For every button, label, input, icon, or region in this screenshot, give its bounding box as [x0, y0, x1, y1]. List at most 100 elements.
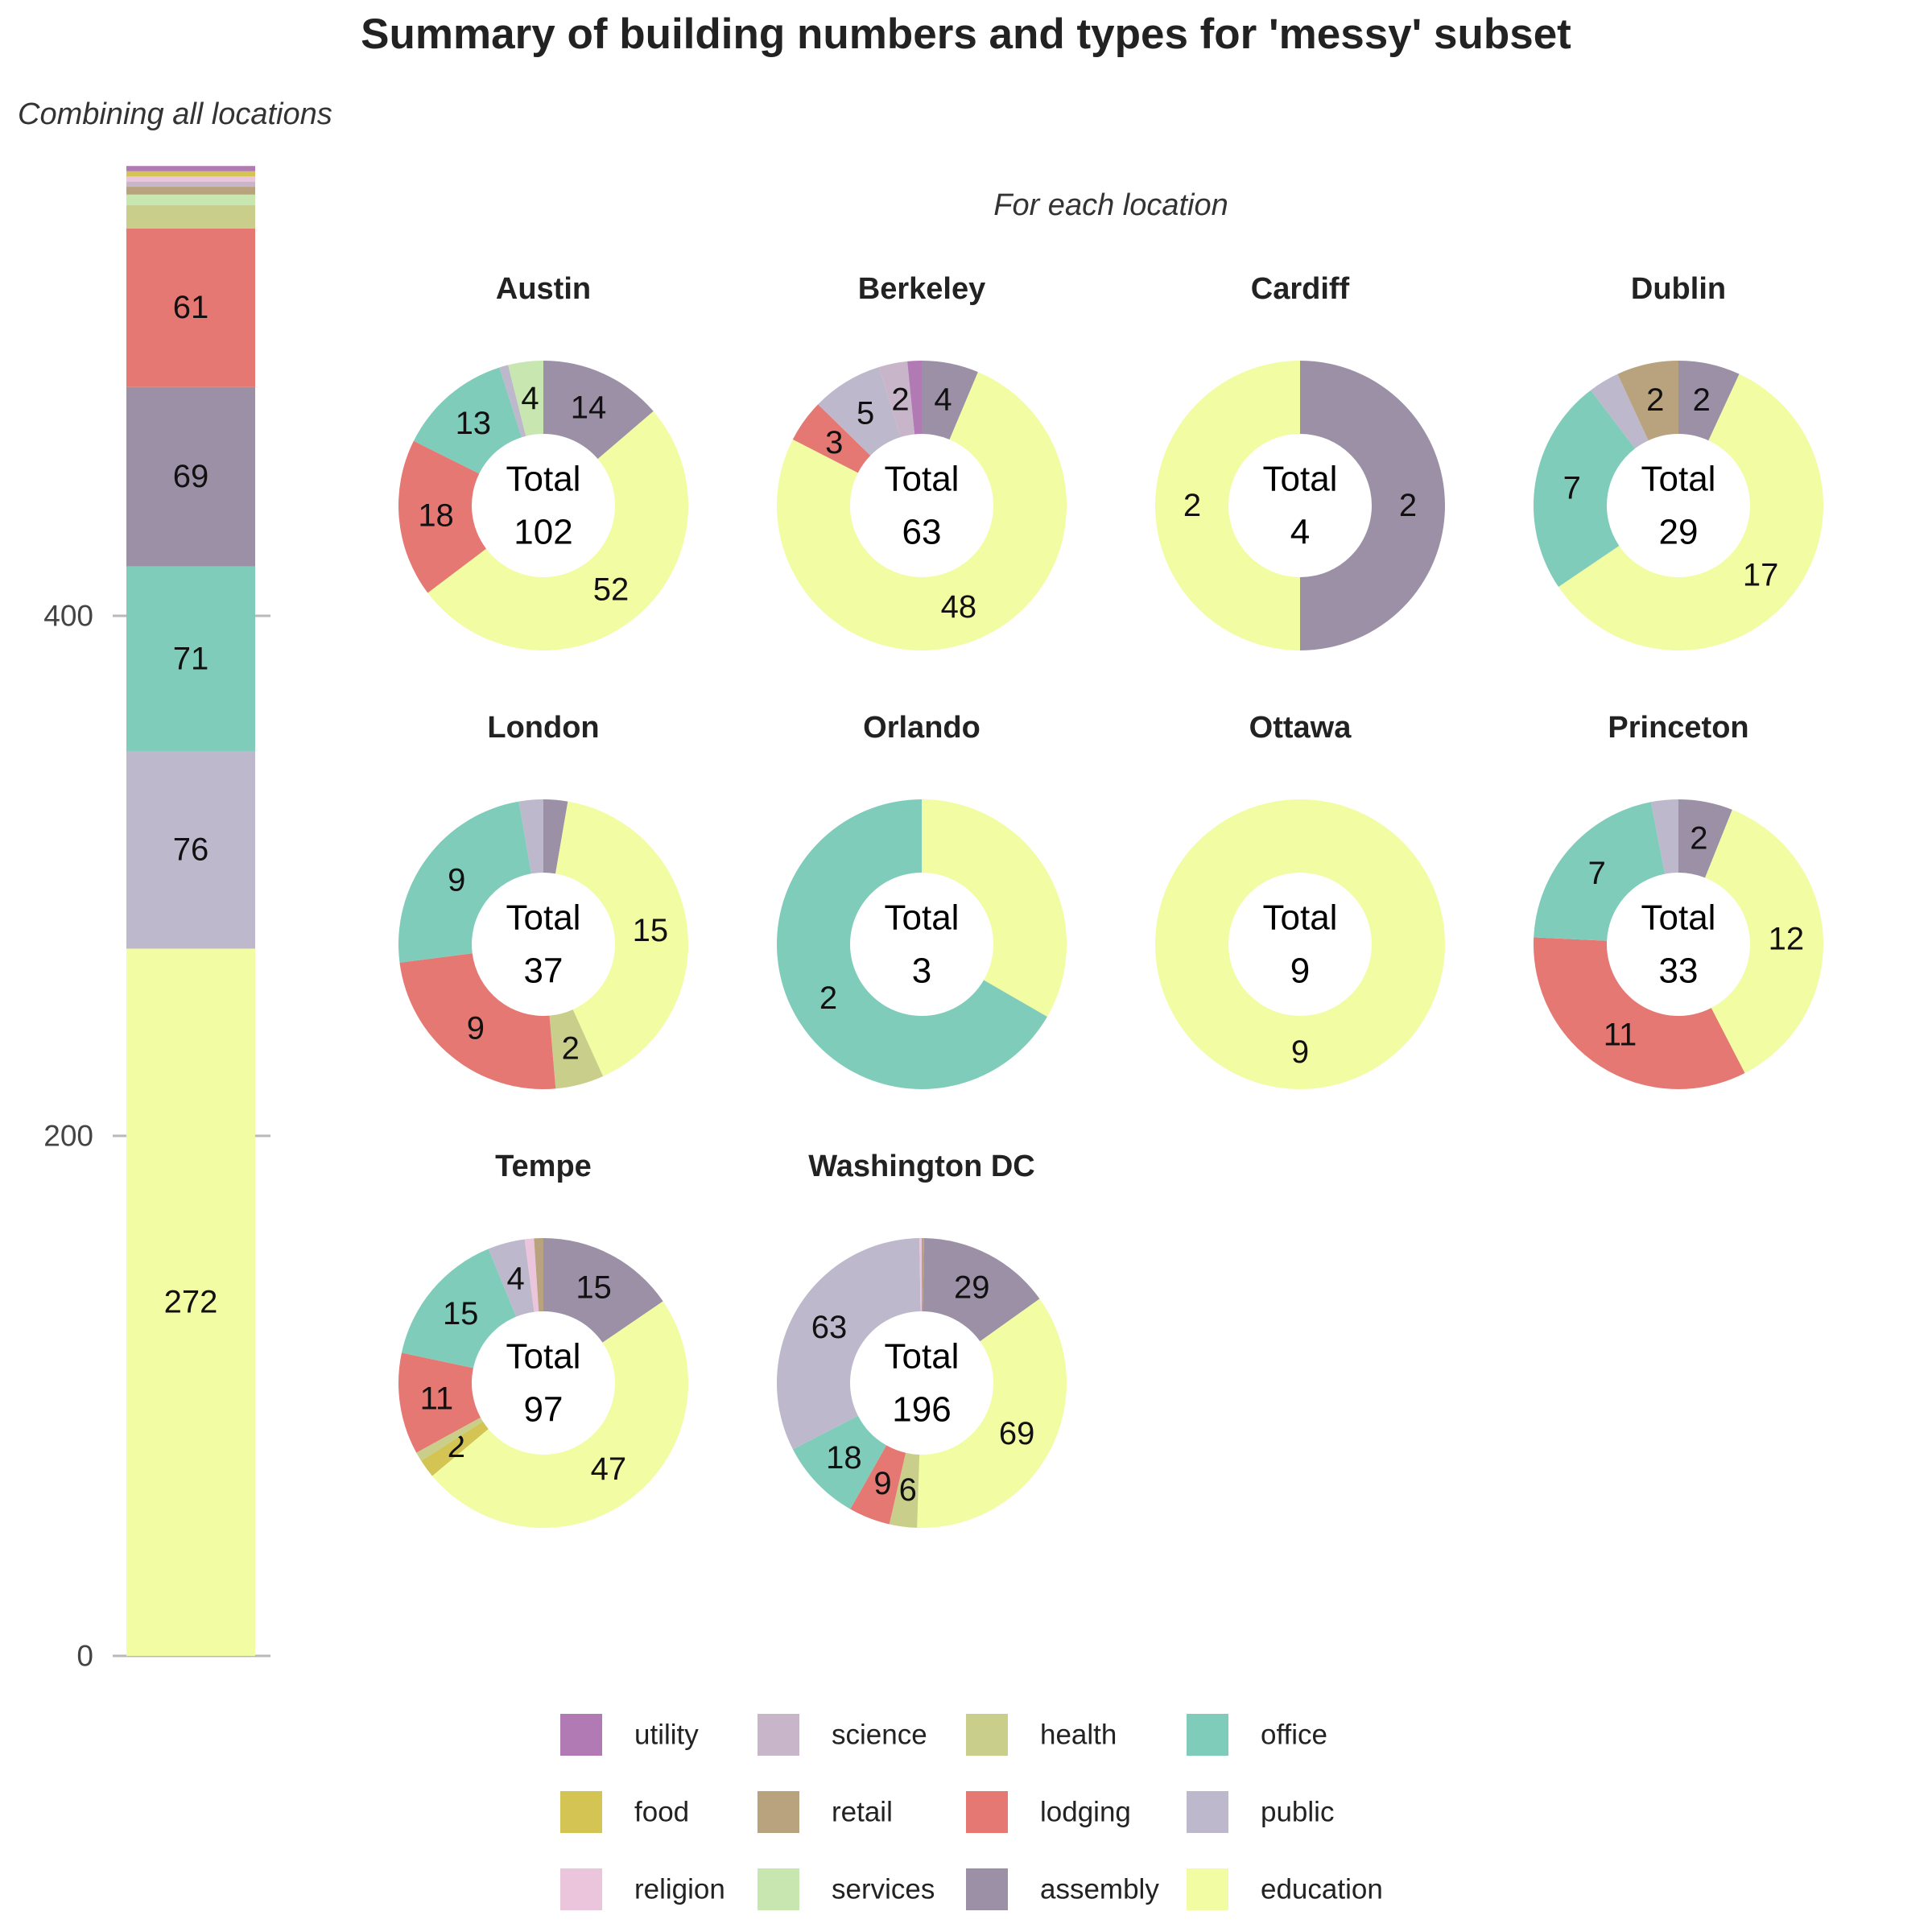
slice-label-austin-lodging: 18	[418, 497, 454, 533]
donut-orlando: Orlando 2 Total 3	[776, 711, 1067, 1089]
slice-label-washington-dc-office: 18	[826, 1440, 862, 1476]
slice-cardiff-assembly	[1300, 361, 1445, 650]
slice-princeton-public	[1650, 799, 1678, 874]
slice-label-dublin-office: 7	[1563, 470, 1581, 506]
slice-austin-education	[427, 411, 688, 650]
slice-label-princeton-assembly: 2	[1690, 820, 1707, 856]
slice-ottawa-education	[1155, 799, 1445, 1089]
slice-london-office	[398, 801, 531, 963]
slice-label-london-health: 2	[562, 1031, 580, 1067]
legend-label-public: public	[1261, 1797, 1334, 1828]
slice-berkeley-education	[777, 372, 1067, 650]
y-tick-label-200: 200	[43, 1120, 93, 1153]
legend-label-retail: retail	[832, 1797, 893, 1828]
total-value-ottawa: 9	[1290, 952, 1310, 991]
facet-title-washington-dc: Washington DC	[808, 1150, 1034, 1183]
legend-swatch-services	[758, 1868, 799, 1910]
bar-segment-office	[126, 566, 255, 751]
donut-austin: Austin 14 52 18 13 4 Total 102	[398, 272, 688, 650]
slice-label-dublin-assembly: 2	[1693, 382, 1711, 418]
slice-tempe-education	[431, 1301, 688, 1528]
donut-london: London 15 2 9 9 Total 37	[398, 711, 688, 1089]
slice-washington-dc-office	[792, 1415, 887, 1509]
slice-london-assembly	[543, 799, 568, 874]
slice-label-princeton-education: 12	[1769, 922, 1805, 957]
slice-austin-assembly	[543, 361, 654, 460]
slice-tempe-public	[488, 1239, 535, 1317]
total-value-austin: 102	[514, 513, 572, 552]
bar-segment-utility	[126, 166, 255, 171]
legend-label-religion: religion	[634, 1874, 725, 1905]
slice-dublin-office	[1534, 390, 1636, 588]
legend-label-education: education	[1261, 1874, 1383, 1905]
slice-label-tempe-assembly: 15	[576, 1270, 612, 1306]
legend-swatch-health	[966, 1714, 1008, 1756]
legend-swatch-assembly	[966, 1868, 1008, 1910]
slice-label-austin-assembly: 14	[571, 390, 607, 425]
bar-label-public: 76	[173, 832, 209, 868]
slice-washington-dc-assembly	[923, 1238, 1040, 1342]
slice-dublin-retail	[1617, 361, 1678, 441]
slice-label-orlando-office: 2	[819, 980, 837, 1016]
total-value-orlando: 3	[912, 952, 931, 991]
slice-label-washington-dc-public: 63	[811, 1310, 848, 1345]
total-label-berkeley: Total	[885, 460, 960, 499]
slice-austin-office	[413, 367, 522, 474]
bar-segment-lodging	[126, 228, 255, 387]
y-tick-label-400: 400	[43, 600, 93, 633]
bar-segment-health	[126, 204, 255, 229]
y-tick-label-0: 0	[76, 1640, 93, 1673]
slice-tempe-food	[421, 1421, 489, 1476]
slice-label-washington-dc-education: 69	[999, 1416, 1035, 1451]
facet-title-austin: Austin	[496, 272, 591, 306]
slice-label-berkeley-assembly: 4	[934, 382, 952, 418]
stacked-bar-chart: 272 76 71 69 61	[126, 166, 255, 1656]
slice-austin-services	[508, 361, 543, 436]
facet-title-dublin: Dublin	[1631, 272, 1726, 306]
legend-swatch-retail	[758, 1791, 799, 1833]
legend: utility science health office food retail lodg…	[560, 1714, 1383, 1910]
slice-london-education	[555, 801, 688, 1077]
slice-label-washington-dc-assembly: 29	[954, 1269, 990, 1305]
slice-label-washington-dc-lodging: 9	[873, 1466, 891, 1501]
slice-berkeley-science	[878, 361, 915, 437]
slice-label-dublin-education: 17	[1743, 558, 1779, 593]
slice-berkeley-public	[818, 366, 901, 456]
slice-berkeley-utility	[907, 361, 922, 435]
slice-dublin-public	[1591, 374, 1649, 449]
total-value-berkeley: 63	[902, 513, 942, 552]
slice-label-berkeley-public: 5	[857, 396, 874, 431]
slice-label-princeton-lodging: 11	[1604, 1018, 1637, 1053]
slice-label-tempe-public: 4	[507, 1261, 525, 1296]
legend-swatch-lodging	[966, 1791, 1008, 1833]
donut-berkeley: Berkeley 4 48 35 2 Total 63	[777, 272, 1067, 650]
total-label-princeton: Total	[1641, 898, 1716, 938]
total-label-washington-dc: Total	[885, 1337, 960, 1377]
bar-segment-services	[126, 194, 255, 205]
total-value-cardiff: 4	[1290, 513, 1310, 552]
legend-label-assembly: assembly	[1040, 1874, 1159, 1905]
bar-segment-science	[126, 181, 255, 188]
slice-london-lodging	[399, 953, 556, 1089]
total-value-washington-dc: 196	[892, 1390, 951, 1430]
slice-washington-dc-retail	[922, 1238, 924, 1312]
left-subtitle: Combining all locations	[18, 97, 332, 131]
slice-princeton-assembly	[1678, 799, 1732, 878]
slice-orlando-education	[922, 799, 1067, 1017]
legend-label-utility: utility	[634, 1719, 699, 1751]
facet-title-princeton: Princeton	[1608, 711, 1748, 745]
slice-washington-dc-education	[917, 1298, 1067, 1528]
slice-cardiff-education	[1155, 361, 1300, 650]
bar-segment-retail	[126, 187, 255, 195]
total-value-dublin: 29	[1659, 513, 1699, 552]
bar-label-office: 71	[173, 641, 209, 676]
total-value-tempe: 97	[524, 1390, 564, 1430]
slice-label-austin-office: 13	[456, 406, 492, 441]
slice-tempe-retail	[534, 1238, 543, 1312]
legend-label-lodging: lodging	[1040, 1797, 1131, 1828]
facet-title-london: London	[487, 711, 599, 745]
total-label-tempe: Total	[506, 1337, 581, 1377]
slice-label-cardiff-assembly: 2	[1399, 488, 1417, 523]
slice-princeton-office	[1534, 802, 1666, 941]
